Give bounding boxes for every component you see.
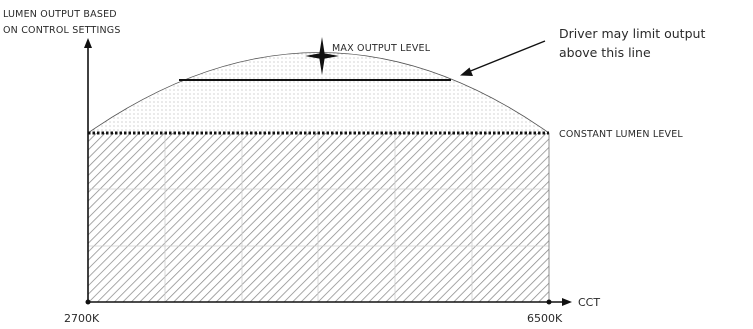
callout-arrow-head (460, 67, 473, 76)
x-axis-label: CCT (578, 296, 600, 309)
boost-region (88, 52, 549, 133)
region-grid (88, 133, 549, 302)
end-dot (546, 299, 552, 305)
driver-note-line1: Driver may limit output (559, 26, 705, 41)
constant-lumen-region (88, 133, 549, 302)
four-point-star-icon (305, 37, 339, 75)
origin-dot (85, 299, 91, 305)
constant-lumen-label: CONSTANT LUMEN LEVEL (559, 129, 683, 140)
callout-arrow-line (467, 40, 546, 73)
y-axis-label-line1: LUMEN OUTPUT BASED (3, 9, 117, 20)
x-end-label: 6500K (527, 312, 563, 325)
x-start-label: 2700K (64, 312, 100, 325)
y-axis-label-line2: ON CONTROL SETTINGS (3, 25, 121, 36)
driver-note-line2: above this line (559, 45, 651, 60)
max-output-label: MAX OUTPUT LEVEL (332, 43, 431, 54)
max-output-curve (87, 52, 550, 134)
y-axis-arrow (84, 38, 92, 48)
x-axis-arrow (562, 298, 572, 306)
